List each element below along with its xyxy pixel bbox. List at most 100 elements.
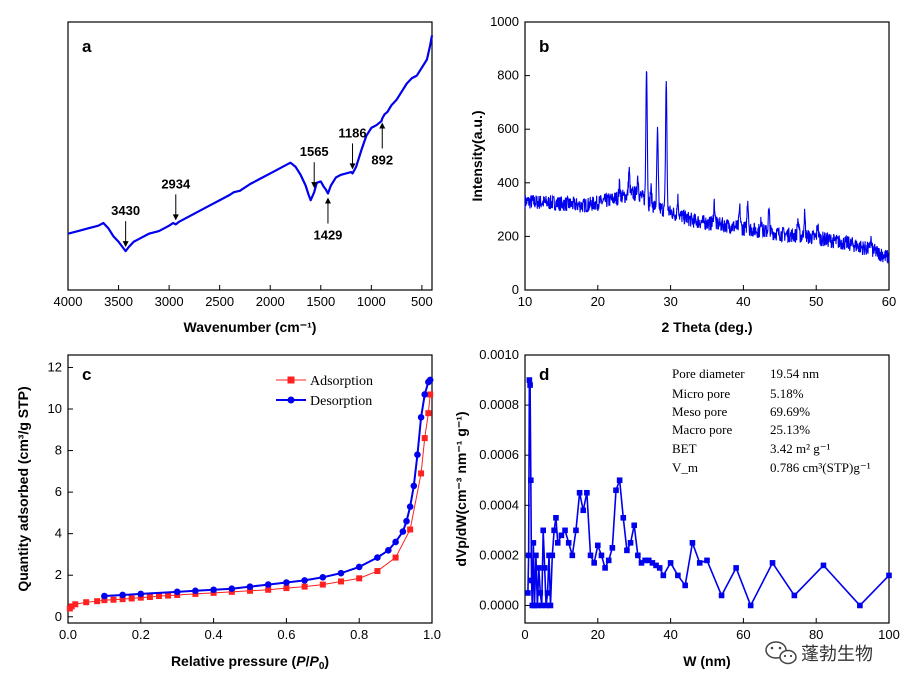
adsorption-series-line [69,394,431,609]
watermark-text: 蓬勃生物 [801,644,873,665]
panel-a-xtick-label: 2500 [205,294,234,309]
pore-point [769,560,776,566]
pore-point [525,552,532,559]
watermark: 蓬勃生物 [765,641,873,665]
pore-point [656,565,663,571]
pore-point [733,565,739,571]
desorption-point [119,591,126,599]
panel-c-ytick-label: 2 [55,567,62,582]
pore-point [627,540,634,546]
desorption-point [319,573,327,581]
adsorption-point [425,410,432,417]
panel-b-ytick-label: 200 [497,228,519,243]
panel-c-ylabel: Quantity adsorbed (cm³/g STP) [15,386,31,591]
panel-c-ytick-label: 12 [48,359,62,374]
panel-a-frame [67,21,433,291]
pore-point [547,602,554,609]
pore-point [820,562,827,569]
pore-point [543,602,549,609]
desorption-point [403,517,410,525]
pore-point [591,560,597,566]
panel-c-letter: c [82,365,91,384]
pore-point [554,540,561,546]
stat-macro-pore-label: Macro pore [672,422,733,437]
ftir-annotation-label: 892 [371,152,393,167]
desorption-point [355,563,363,571]
pore-point [537,590,544,596]
pore-point [541,565,548,571]
panel-a-xtick-label: 2000 [256,294,285,309]
pore-point [528,477,534,484]
pore-point [553,515,559,521]
pore-point [653,562,659,569]
panel-c-ytick-label: 10 [48,401,62,416]
desorption-point [426,376,434,384]
adsorption-point [301,583,308,590]
ftir-annotation-label: 1429 [313,228,342,243]
pore-point [642,557,648,564]
panel-d-ytick-label: 0.0010 [479,347,519,362]
adsorption-point [407,526,414,533]
adsorption-point [374,568,381,575]
pore-point [527,382,533,388]
panel-d-xtick-label: 20 [591,627,605,642]
pore-point [569,552,576,559]
adsorption-point [128,595,135,602]
panel-d-xtick-label: 100 [878,627,900,642]
pore-point [565,540,572,546]
desorption-point [210,586,217,594]
ftir-annotation-arrowhead [122,241,129,248]
panel-c-xlabel: Relative pressure (P/P0) [171,653,329,672]
panel-a-xtick-label: 3000 [155,294,184,309]
panel-b-xtick-label: 60 [882,294,896,309]
desorption-point [192,587,199,595]
panel-c-xlabel-p0: P [309,653,319,669]
pore-point [609,545,616,551]
ftir-annotation-arrowhead [172,214,179,221]
adsorption-point [110,596,117,603]
panel-c-frame [67,354,433,624]
stat-bet-value: 3.42 m² g⁻¹ [770,441,831,456]
panel-a-xtick-label: 4000 [54,294,83,309]
adsorption-point [265,586,272,593]
panel-c-xlabel-sub: 0 [319,661,325,672]
pore-point [598,552,605,559]
ftir-annotation-arrowhead [324,197,331,204]
stat-vm-value: 0.786 cm³(STP)g⁻¹ [770,460,871,475]
pore-point [538,602,545,609]
panel-c-ytick-label: 4 [55,526,62,541]
panel-b-letter: b [539,37,549,56]
ftir-series-line [67,35,434,253]
adsorption-point [137,594,144,601]
adsorption-point [101,597,108,604]
stat-micro-pore-value: 5.18% [770,386,804,401]
panel-d-ylabel: dVp/dW(cm⁻³ nm⁻¹ g⁻¹) [453,411,469,566]
adsorption-point [165,592,172,599]
desorption-point [414,451,421,459]
adsorption-point [418,470,425,477]
panel-d-ytick-label: 0.0004 [479,497,519,512]
pore-point [613,487,619,494]
pore-point [562,527,568,534]
desorption-point [337,569,345,577]
panel-a-xlabel: Wavenumber (cm⁻¹) [184,319,317,335]
adsorption-point [247,587,253,594]
panel-c-xtick-label: 1.0 [423,627,441,642]
pore-point [675,572,681,579]
ftir-annotation-label: 3430 [111,203,140,218]
panel-d-plot: 0 20 40 60 80 100 0.0000 0.0002 0.0004 0.0006 0.00… [479,347,900,642]
pore-point [667,560,674,566]
pore-point [645,557,652,564]
panel-c-xtick-label: 0.6 [277,627,295,642]
panel-d-ytick-label: 0.0008 [479,397,519,412]
pore-point [584,489,590,496]
ftir-annotation-arrowhead [311,182,318,189]
adsorption-point [283,585,290,592]
wechat-icon [765,641,797,665]
desorption-point [399,528,407,535]
pore-point [580,507,587,514]
desorption-point [385,546,392,554]
desorption-series-line [104,379,431,597]
legend-adsorption-label: Adsorption [310,374,373,389]
panel-d-ytick-label: 0.0002 [479,547,519,562]
